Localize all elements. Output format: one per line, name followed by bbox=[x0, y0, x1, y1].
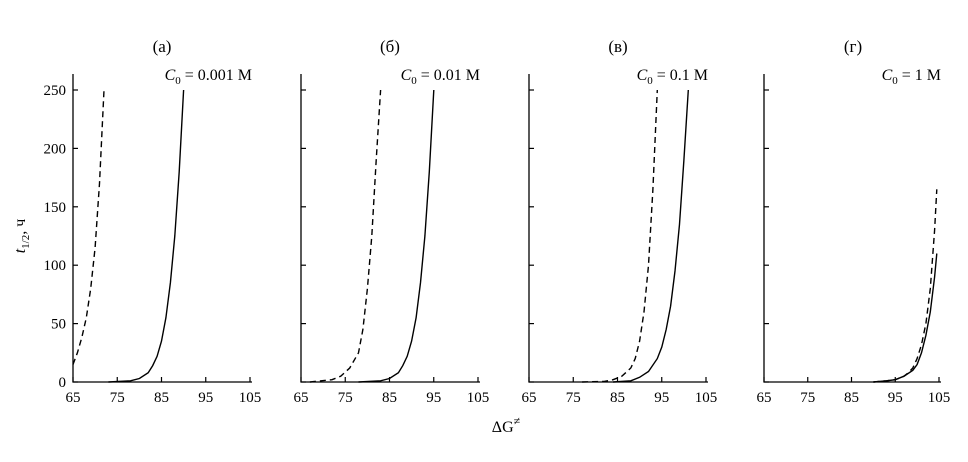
series-dashed-line bbox=[72, 89, 105, 365]
y-tick-label: 100 bbox=[44, 258, 67, 274]
axis-lines bbox=[528, 74, 708, 383]
y-axis-title: t1/2, ч bbox=[12, 219, 32, 254]
panel-label: (в) bbox=[608, 37, 627, 56]
x-tick-label: 65 bbox=[294, 390, 309, 406]
concentration-label: C0 = 0.01 М bbox=[401, 67, 480, 87]
series-solid-line bbox=[108, 89, 185, 383]
y-tick-label: 150 bbox=[44, 200, 67, 216]
x-tick-label: 105 bbox=[239, 390, 262, 406]
concentration-label: C0 = 1 М bbox=[882, 67, 941, 87]
concentration-label: C0 = 0.001 М bbox=[165, 67, 252, 87]
panel-label: (г) bbox=[844, 37, 862, 56]
chart-panel-2: 65 75 85 95 105 (б)C0 = 0.01 М bbox=[294, 37, 490, 406]
x-tick-label: 65 bbox=[66, 390, 81, 406]
x-tick-label: 85 bbox=[844, 390, 859, 406]
chart-panel-3: 65 75 85 95 105 (в) C0 = 0.1 М bbox=[522, 37, 718, 406]
x-tick-label: 85 bbox=[610, 390, 625, 406]
panels: 0 50 100 150 200 250 65 75 85 95 105 (а) C0 = 0.001 … bbox=[44, 37, 951, 406]
x-tick-label: 75 bbox=[800, 390, 815, 406]
y-tick-label: 50 bbox=[51, 317, 66, 333]
concentration-label: C0 = 0.1 М bbox=[637, 67, 708, 87]
axis-lines bbox=[300, 74, 480, 383]
x-tick-label: 95 bbox=[426, 390, 441, 406]
series-dashed-line bbox=[309, 89, 382, 383]
y-tick-label: 250 bbox=[44, 83, 67, 99]
series-solid-line bbox=[873, 253, 938, 383]
y-tick-label: 200 bbox=[44, 141, 67, 157]
x-tick-label: 95 bbox=[654, 390, 669, 406]
series-solid-line bbox=[358, 89, 435, 383]
panel-label: (б) bbox=[380, 37, 400, 56]
y-tick-label: 0 bbox=[59, 375, 67, 391]
series-dashed-line bbox=[582, 89, 658, 383]
axis-lines bbox=[763, 74, 941, 383]
series-solid-line bbox=[613, 89, 689, 383]
x-tick-label: 85 bbox=[154, 390, 169, 406]
x-tick-label: 105 bbox=[467, 390, 490, 406]
chart-panel-4: 65 75 85 95 105 (г) C0 = 1 М bbox=[757, 37, 951, 406]
x-tick-label: 95 bbox=[198, 390, 213, 406]
x-tick-label: 105 bbox=[928, 390, 951, 406]
chart-panel-1: 0 50 100 150 200 250 65 75 85 95 105 (а) C0 = 0.001 … bbox=[44, 37, 262, 406]
series-dashed-line bbox=[873, 189, 938, 383]
x-tick-label: 75 bbox=[566, 390, 581, 406]
x-tick-label: 95 bbox=[888, 390, 903, 406]
panel-label: (а) bbox=[153, 37, 172, 56]
x-axis-title: ΔG≠ bbox=[492, 414, 521, 436]
x-tick-label: 85 bbox=[382, 390, 397, 406]
x-tick-label: 105 bbox=[695, 390, 718, 406]
x-tick-label: 75 bbox=[338, 390, 353, 406]
x-tick-label: 65 bbox=[522, 390, 537, 406]
x-tick-label: 75 bbox=[110, 390, 125, 406]
x-tick-label: 65 bbox=[757, 390, 772, 406]
